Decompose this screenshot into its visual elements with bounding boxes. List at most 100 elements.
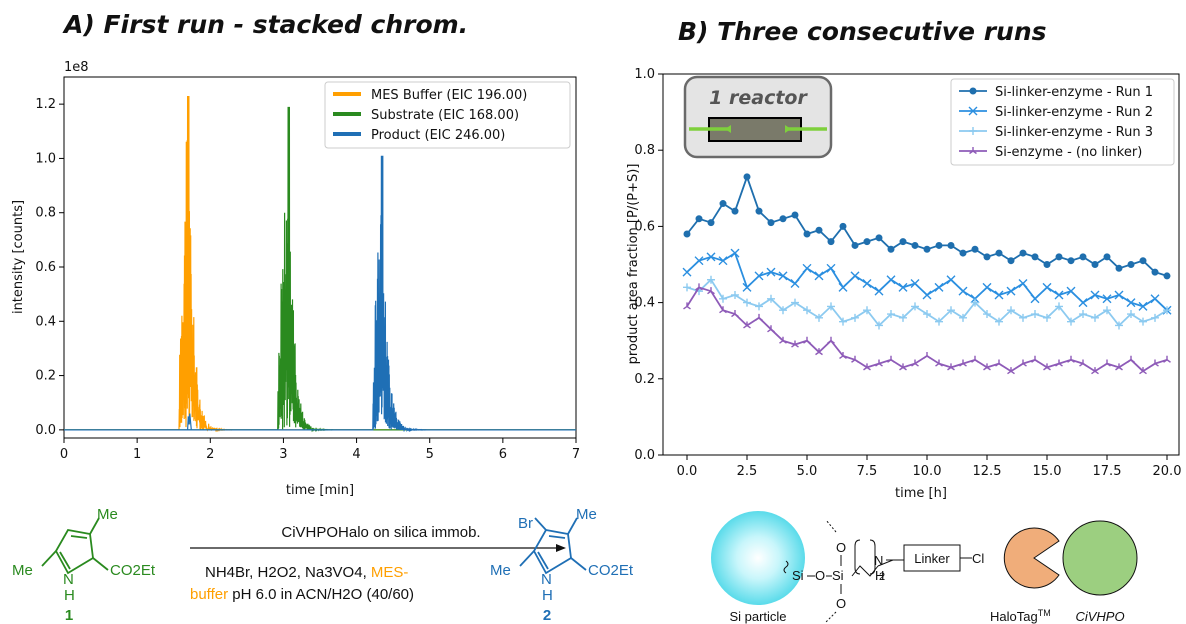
arrow-in-icon xyxy=(725,125,731,133)
chart-a-legend-box xyxy=(324,81,571,149)
chart-b-ytick-label: 0.2 xyxy=(634,372,655,387)
ethyl-chain xyxy=(851,565,879,577)
chart-b-point xyxy=(827,238,835,246)
chart-b-point xyxy=(815,226,823,234)
chart-b-point xyxy=(899,313,907,322)
chart-a-product-blip xyxy=(187,413,192,430)
chart-b-point xyxy=(1043,313,1051,322)
chart-b-point xyxy=(1006,286,1016,296)
chart-b-point xyxy=(803,336,811,344)
chart-b-point xyxy=(911,359,919,367)
chart-b-point xyxy=(971,298,979,307)
chart-b-point xyxy=(1151,313,1159,322)
chart-b-point xyxy=(958,286,968,296)
reactant-h: H xyxy=(64,587,75,604)
o-atom-up: O xyxy=(836,540,846,555)
chart-b-point xyxy=(899,238,907,246)
chart-b-point xyxy=(706,252,716,262)
chart-b-point xyxy=(719,294,727,303)
chart-b-point xyxy=(754,271,764,281)
chart-b-point xyxy=(814,271,824,281)
chart-b-point xyxy=(947,306,955,315)
chart-a-legend-label: MES Buffer (EIC 196.00) xyxy=(371,88,527,103)
chart-b-point xyxy=(959,313,967,322)
chart-a-legend-label: Product (EIC 246.00) xyxy=(371,128,505,143)
chart-b-point xyxy=(731,310,739,318)
chart-b-point xyxy=(1102,294,1112,304)
chart-b-xtick-label: 17.5 xyxy=(1093,464,1122,479)
chart-b-point xyxy=(1091,367,1099,375)
chart-b-point xyxy=(1103,359,1111,367)
chart-b-ylabel: product area fraction [P/(P+S)] xyxy=(626,164,641,365)
chart-a-xtick-label: 6 xyxy=(499,447,507,462)
chart-b-legend-label: Si-linker-enzyme - Run 1 xyxy=(995,85,1153,100)
chart-b-legend-label: Si-enzyme - (no linker) xyxy=(995,145,1142,160)
chart-b-point xyxy=(683,283,691,292)
chart-a-xtick-label: 5 xyxy=(426,447,434,462)
chart-b-point xyxy=(1031,310,1039,319)
bond-c-n xyxy=(877,559,894,567)
chart-b-point xyxy=(827,336,835,344)
chart-b-point xyxy=(1007,367,1015,375)
chart-b-point xyxy=(767,294,775,303)
chart-b-point xyxy=(1091,261,1099,269)
chart-a-legend-label: Substrate (EIC 168.00) xyxy=(371,108,519,123)
chart-b-point xyxy=(1079,253,1087,261)
reactant-me-top: Me xyxy=(97,506,118,523)
chart-b-ytick-label: 0.6 xyxy=(634,219,655,234)
chart-b-point xyxy=(969,87,977,95)
chart-b-point xyxy=(815,348,823,356)
chart-b-ytick-label: 1.0 xyxy=(634,67,655,82)
chart-a-xtick-label: 0 xyxy=(60,447,68,462)
reaction-scheme: Me Me CO2Et N H 1 CiVHPOHalo on silica i… xyxy=(12,506,634,624)
chart-a-xtick-label: 7 xyxy=(572,447,580,462)
chart-b-xtick-label: 7.5 xyxy=(857,464,878,479)
chart-b-point xyxy=(898,282,908,292)
particle-label: Si particle xyxy=(729,609,786,624)
chart-b-point xyxy=(1138,301,1148,311)
chart-a-ytick-label: 0.2 xyxy=(35,369,56,384)
panel-a-title: A) First run - stacked chrom. xyxy=(62,10,468,39)
chart-b-point xyxy=(743,298,751,307)
conditions-mes: MES- xyxy=(371,564,409,581)
chart-b: time [h] product area fraction [P/(P+S)]… xyxy=(626,67,1181,501)
chart-b-point xyxy=(743,173,751,181)
chart-b-point xyxy=(994,290,1004,300)
chart-b-point xyxy=(755,313,763,321)
o-atom-down: O xyxy=(836,596,846,611)
reactant-n: N xyxy=(63,571,74,588)
chart-b-point xyxy=(767,325,775,333)
chart-b-point xyxy=(1090,290,1100,300)
chart-b-point xyxy=(1054,290,1064,300)
bracket-left xyxy=(854,539,861,575)
chart-b-point xyxy=(1019,359,1027,367)
conditions-line-1: NH4Br, H2O2, Na3VO4, MES- xyxy=(205,564,408,581)
chart-b-point xyxy=(839,351,847,360)
chart-b-point xyxy=(911,302,919,311)
chart-b-series-line xyxy=(686,286,1168,373)
chart-b-point xyxy=(743,321,751,329)
halotag-text: HaloTag xyxy=(990,609,1038,624)
chart-b-point xyxy=(983,253,991,261)
chart-a-legend: MES Buffer (EIC 196.00) Substrate (EIC 16… xyxy=(324,81,571,149)
linker-label: Linker xyxy=(914,551,950,566)
chart-a-xlabel: time [min] xyxy=(286,483,354,498)
chart-a-ytick-label: 1.0 xyxy=(35,151,56,166)
chart-a-multiplier: 1e8 xyxy=(64,60,89,75)
chart-b-point xyxy=(707,275,715,284)
chart-b-point xyxy=(755,207,763,215)
chart-b-point xyxy=(850,271,860,281)
reactant-structure xyxy=(41,517,109,575)
chart-a-ytick-label: 0.6 xyxy=(35,260,56,275)
chart-b-point xyxy=(851,313,859,322)
arrow-out-icon xyxy=(785,125,791,133)
chart-a-frame xyxy=(63,76,577,439)
o-atom-1: O xyxy=(815,568,825,583)
chart-b-point xyxy=(959,249,967,257)
chart-b-point xyxy=(791,298,799,307)
chart-b-xtick-label: 12.5 xyxy=(973,464,1002,479)
chart-b-point xyxy=(1103,306,1111,315)
conditions-ph: pH 6.0 in ACN/H2O (40/60) xyxy=(228,586,414,603)
chart-b-point xyxy=(767,219,775,227)
